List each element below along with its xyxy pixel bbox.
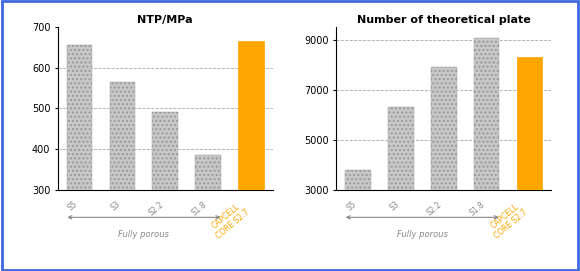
Text: CAPCELL
CORE S2.7: CAPCELL CORE S2.7: [208, 199, 251, 240]
Text: Fully porous: Fully porous: [118, 230, 169, 239]
Bar: [388, 107, 414, 190]
Bar: [517, 57, 542, 190]
Text: S5: S5: [66, 199, 79, 212]
Text: S5: S5: [345, 199, 358, 212]
Text: CAPCELL
CORE S2.7: CAPCELL CORE S2.7: [486, 199, 530, 240]
Title: Number of theoretical plate: Number of theoretical plate: [357, 15, 531, 25]
Bar: [431, 67, 456, 190]
Text: S2.2: S2.2: [147, 199, 165, 217]
Bar: [474, 38, 499, 190]
Bar: [195, 155, 221, 190]
Text: S1.8: S1.8: [468, 199, 487, 217]
Text: Number of theoretical plate Vs pressure drop in response to particle sizes: Number of theoretical plate Vs pressure …: [71, 243, 509, 253]
Text: S2.2: S2.2: [425, 199, 444, 217]
Bar: [153, 112, 178, 190]
Text: S1.8: S1.8: [190, 199, 208, 217]
Title: NTP/MPa: NTP/MPa: [137, 15, 193, 25]
Bar: [67, 46, 92, 190]
Bar: [238, 41, 264, 190]
Text: S3: S3: [109, 199, 122, 212]
Text: Fully porous: Fully porous: [397, 230, 448, 239]
Bar: [345, 170, 371, 190]
Text: S3: S3: [387, 199, 401, 212]
Bar: [110, 82, 135, 190]
